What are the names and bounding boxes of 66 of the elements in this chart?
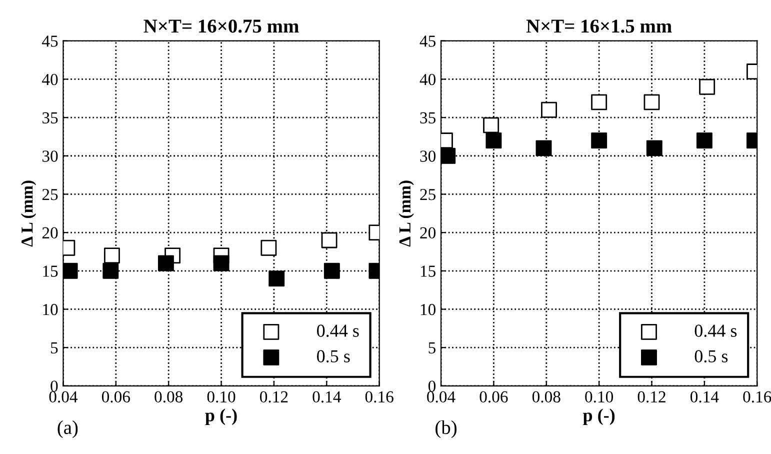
- y-tick-label: 0: [50, 380, 58, 392]
- y-tick-label: 35: [420, 112, 436, 124]
- y-tick-label: 10: [43, 304, 58, 316]
- point: [158, 255, 174, 272]
- y-tick-label: 25: [42, 188, 58, 200]
- y-tick-label: 0: [428, 380, 436, 392]
- y-tick-label: 40: [420, 74, 436, 86]
- y-tick-label: 20: [420, 227, 436, 238]
- legend-label: 0.5 s: [317, 350, 350, 362]
- point: [644, 94, 660, 110]
- point: [696, 132, 712, 149]
- chart-title: N×T= 16×0.75 mm: [144, 20, 299, 33]
- x-tick-label: 0.16: [743, 391, 771, 403]
- x-tick-label: 0.04: [427, 391, 456, 403]
- point: [699, 78, 716, 95]
- y-tick-label: 35: [42, 112, 58, 124]
- y-tick-label: 30: [42, 150, 58, 162]
- point: [646, 140, 662, 156]
- point: [486, 132, 502, 149]
- y-axis-title: Δ L (mm): [21, 180, 36, 247]
- point: [213, 255, 230, 272]
- y-tick-label: 15: [43, 266, 58, 277]
- x-tick-label: 0.06: [102, 391, 130, 403]
- legend-label: 0.44 s: [694, 324, 737, 337]
- legend-label: 0.5 s: [694, 350, 728, 362]
- x-tick-label: 0.12: [638, 391, 666, 403]
- y-tick-label: 5: [428, 342, 436, 354]
- point: [591, 94, 608, 110]
- point: [324, 262, 340, 279]
- point: [104, 248, 120, 264]
- x-tick-label: 0.14: [690, 391, 719, 403]
- y-tick-label: 40: [42, 74, 58, 86]
- x-tick-label: 0.12: [260, 391, 288, 403]
- x-tick-label: 0.08: [532, 391, 560, 403]
- point: [63, 262, 78, 279]
- x-tick-label: 0.04: [49, 391, 78, 403]
- y-tick-label: 25: [420, 188, 436, 200]
- point: [483, 117, 500, 134]
- y-tick-label: 15: [420, 266, 436, 277]
- chart-title: N×T= 16×1.5 mm: [526, 20, 672, 33]
- x-tick-label: 0.08: [154, 391, 183, 403]
- x-tick-label: 0.10: [207, 391, 236, 403]
- point: [536, 140, 552, 156]
- text: (a): [58, 420, 78, 438]
- point: [260, 240, 277, 256]
- point: [591, 132, 608, 149]
- y-tick-label: 30: [420, 150, 436, 162]
- x-tick-label: 0.10: [585, 391, 614, 403]
- x-tick-label: 0.06: [480, 391, 508, 403]
- legend-label: 0.44 s: [317, 324, 359, 337]
- y-axis-title: Δ L (mm): [398, 180, 414, 247]
- y-tick-label: 20: [42, 227, 58, 238]
- point: [441, 148, 456, 164]
- x-axis-title: p (-): [583, 408, 615, 426]
- point: [268, 270, 285, 287]
- point: [541, 102, 557, 118]
- x-axis-title: p (-): [205, 408, 237, 426]
- x-tick-label: 0.14: [312, 391, 341, 403]
- y-tick-label: 45: [42, 36, 58, 47]
- x-tick-label: 0.16: [365, 391, 394, 403]
- point: [102, 262, 119, 279]
- y-tick-label: 5: [50, 342, 58, 354]
- point: [321, 232, 338, 248]
- text: (b): [436, 420, 457, 438]
- y-tick-label: 10: [420, 304, 436, 316]
- y-tick-label: 45: [420, 36, 436, 47]
